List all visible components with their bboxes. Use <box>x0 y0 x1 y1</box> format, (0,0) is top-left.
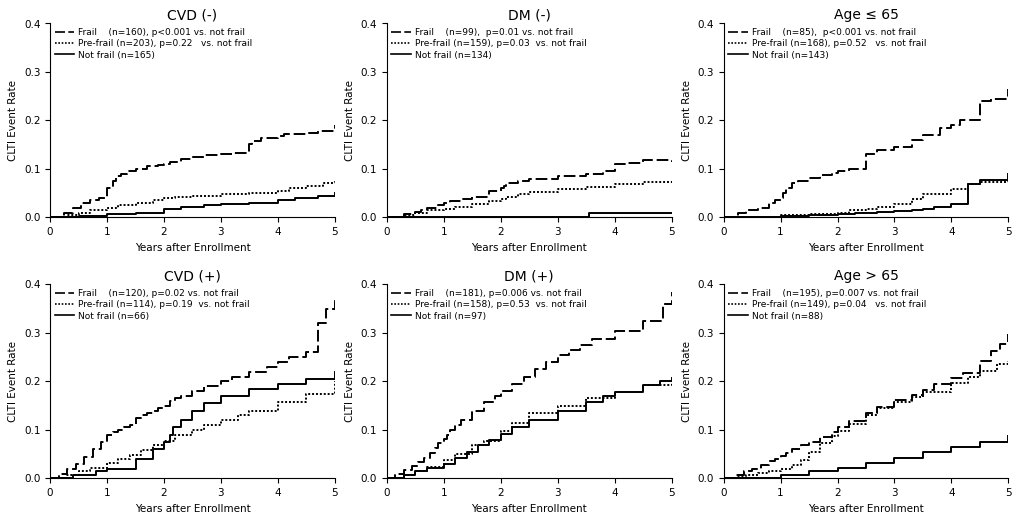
Legend: Frail    (n=160), p<0.001 vs. not frail, Pre-frail (n=203), p=0.22   vs. not fra: Frail (n=160), p<0.001 vs. not frail, Pr… <box>53 26 254 61</box>
Title: DM (+): DM (+) <box>504 269 553 283</box>
X-axis label: Years after Enrollment: Years after Enrollment <box>471 504 587 514</box>
Legend: Frail    (n=181), p=0.006 vs. not frail, Pre-frail (n=158), p=0.53  vs. not frai: Frail (n=181), p=0.006 vs. not frail, Pr… <box>389 287 588 322</box>
Legend: Frail    (n=99),  p=0.01 vs. not frail, Pre-frail (n=159), p=0.03  vs. not frail: Frail (n=99), p=0.01 vs. not frail, Pre-… <box>389 26 588 61</box>
Legend: Frail    (n=120), p=0.02 vs. not frail, Pre-frail (n=114), p=0.19  vs. not frail: Frail (n=120), p=0.02 vs. not frail, Pre… <box>53 287 252 322</box>
Y-axis label: CLTI Event Rate: CLTI Event Rate <box>681 341 691 422</box>
Legend: Frail    (n=195), p=0.007 vs. not frail, Pre-frail (n=149), p=0.04   vs. not fra: Frail (n=195), p=0.007 vs. not frail, Pr… <box>726 287 927 322</box>
X-axis label: Years after Enrollment: Years after Enrollment <box>135 504 250 514</box>
X-axis label: Years after Enrollment: Years after Enrollment <box>135 243 250 253</box>
Title: DM (-): DM (-) <box>507 8 550 22</box>
Title: CVD (-): CVD (-) <box>167 8 217 22</box>
Y-axis label: CLTI Event Rate: CLTI Event Rate <box>344 341 355 422</box>
X-axis label: Years after Enrollment: Years after Enrollment <box>471 243 587 253</box>
X-axis label: Years after Enrollment: Years after Enrollment <box>807 243 923 253</box>
Title: Age > 65: Age > 65 <box>833 269 898 283</box>
Y-axis label: CLTI Event Rate: CLTI Event Rate <box>8 80 18 161</box>
Title: Age ≤ 65: Age ≤ 65 <box>833 8 898 22</box>
X-axis label: Years after Enrollment: Years after Enrollment <box>807 504 923 514</box>
Y-axis label: CLTI Event Rate: CLTI Event Rate <box>8 341 18 422</box>
Y-axis label: CLTI Event Rate: CLTI Event Rate <box>681 80 691 161</box>
Title: CVD (+): CVD (+) <box>164 269 221 283</box>
Y-axis label: CLTI Event Rate: CLTI Event Rate <box>344 80 355 161</box>
Legend: Frail    (n=85),  p<0.001 vs. not frail, Pre-frail (n=168), p=0.52   vs. not fra: Frail (n=85), p<0.001 vs. not frail, Pre… <box>726 26 927 61</box>
